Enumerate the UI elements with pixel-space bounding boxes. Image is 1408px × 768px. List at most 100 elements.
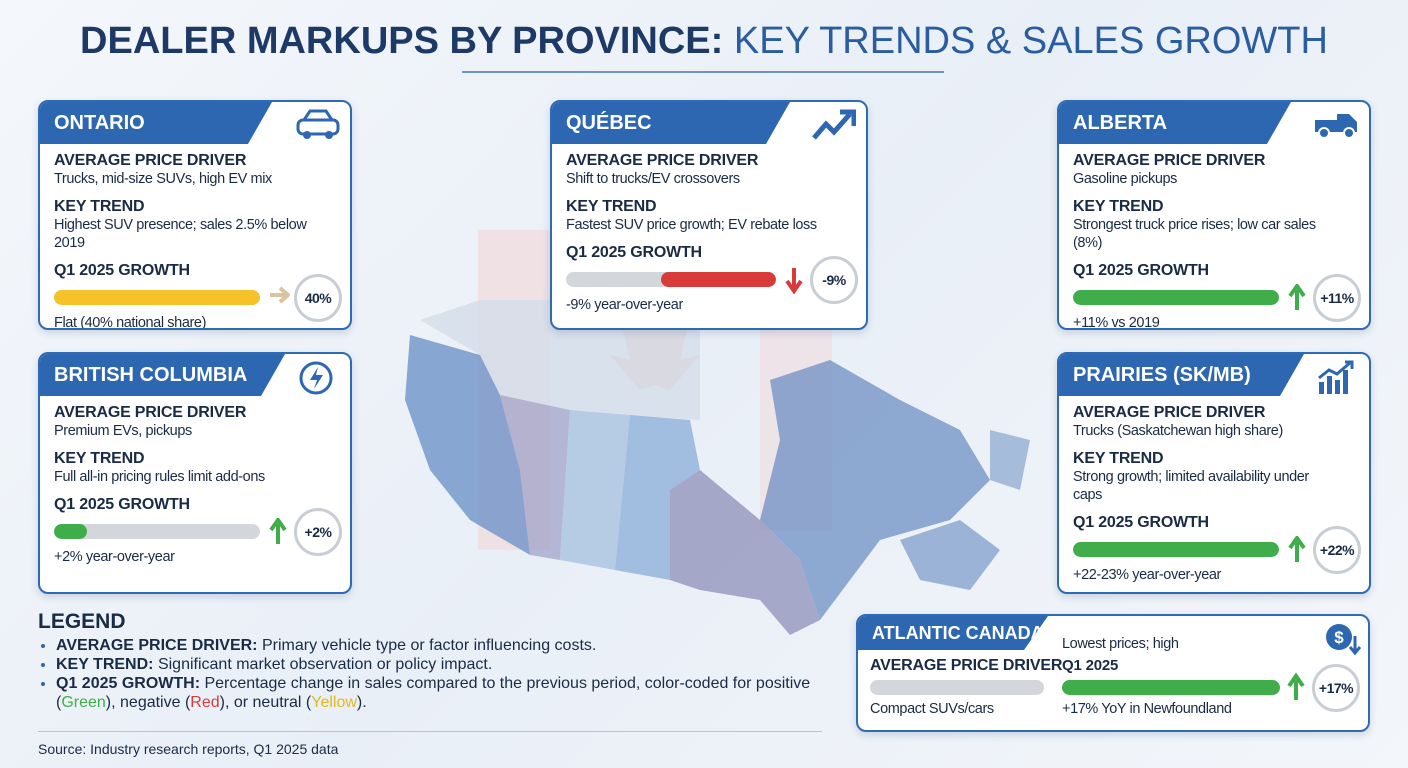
legend: LEGEND AVERAGE PRICE DRIVER: Primary veh… [38,610,838,712]
label: AVERAGE PRICE DRIVER [54,404,247,421]
arrow [1288,284,1306,310]
title-rule [462,71,944,73]
label: KEY TREND [566,198,657,215]
legend-title: LEGEND [38,610,126,633]
label: KEY TREND [1073,198,1164,215]
label: AVERAGE PRICE DRIVER [54,152,247,169]
province-card: PRAIRIES (SK/MB) AVERAGE PRICE DRIVER Truc… [1057,352,1371,594]
text: Shift to trucks/EV crossovers [566,171,740,187]
bc [405,335,530,555]
label: AVERAGE PRICE DRIVER [1073,404,1266,421]
legend-part: Primary vehicle type or factor influenci… [261,637,597,654]
card-title: QUÉBEC [552,102,790,144]
legend-item: AVERAGE PRICE DRIVER: Primary vehicle ty… [56,636,838,655]
label: Q1 2025 GROWTH [566,244,702,261]
legend-part: ). [356,694,367,711]
bar [54,524,87,539]
card-body: AVERAGE PRICE DRIVER Trucks (Saskatchewan… [1073,404,1361,584]
province-card: QUÉBEC AVERAGE PRICE DRIVER Shift to truck… [550,100,868,330]
legend-part: ), or neutral ( [219,694,312,711]
label: KEY TREND [1073,450,1164,467]
saskatchewan [560,410,630,570]
title-main: DEALER MARKUPS BY PROVINCE: [80,20,724,62]
text: Lowest prices; high [1062,636,1179,652]
text: Flat (40% national share) [54,315,206,330]
up-arrow [1287,672,1305,700]
dollar-icon: $ [1326,624,1362,656]
bar [1062,680,1280,695]
legend-term: KEY TREND: [56,656,154,673]
bar [660,272,776,287]
card-icon [299,361,333,395]
text: Strongest truck price rises; low car sal… [1073,217,1316,251]
card-body: AVERAGE PRICE DRIVER Shift to trucks/EV c… [566,152,858,314]
territories [420,300,700,420]
bar-track [1073,290,1279,305]
growth-row: +11% [1073,274,1361,322]
bar-track [54,290,260,305]
legend-part: Percentage change in sales compared to t… [56,675,811,711]
text: +17% YoY in Newfoundland [1062,701,1232,717]
card-title: ALBERTA [1059,102,1291,144]
label: Q1 2025 GROWTH [1073,514,1209,531]
province-card: ONTARIO AVERAGE PRICE DRIVER Trucks, mid-s… [38,100,352,330]
bar-track [566,272,776,287]
label: Q1 2025 [1062,657,1119,674]
card-body: AVERAGE PRICE DRIVER Gasoline pickups KEY … [1073,152,1361,330]
label: KEY TREND [54,198,145,215]
bar-track [54,524,260,539]
growth-row: +2% [54,508,342,556]
arrow [269,518,287,544]
province-card: ALBERTA AVERAGE PRICE DRIVER Gasoline pick… [1057,100,1371,330]
label: AVERAGE PRICE DRIVER [566,152,759,169]
legend-term: AVERAGE PRICE DRIVER: [56,637,258,654]
card-icon [812,109,856,140]
card-body: AVERAGE PRICE DRIVER Trucks, mid-size SUV… [54,152,342,330]
growth-row: -9% [566,256,858,304]
arrow [785,268,803,294]
source: Source: Industry research reports, Q1 20… [38,741,339,757]
badge: +2% [294,508,342,556]
alberta [500,395,570,560]
badge: -9% [810,256,858,304]
legend-text: KEY TREND: Significant market observatio… [56,656,492,673]
legend-part: ), negative ( [105,694,191,711]
rule [38,731,822,732]
badge: +11% [1313,274,1361,322]
badge: 40% [294,274,342,322]
text: Highest SUV presence; sales 2.5% below 2… [54,217,307,251]
title: DEALER MARKUPS BY PROVINCE: KEY TRENDS &… [0,20,1408,63]
quebec [760,360,990,620]
label: KEY TREND [54,450,145,467]
legend-list: AVERAGE PRICE DRIVER: Primary vehicle ty… [38,636,838,712]
card-title: BRITISH COLUMBIA [40,354,285,396]
province-card: BRITISH COLUMBIA AVERAGE PRICE DRIVER Prem… [38,352,352,594]
legend-text: AVERAGE PRICE DRIVER: Primary vehicle ty… [56,637,596,654]
text: +2% year-over-year [54,549,175,565]
bar-track [1073,542,1279,557]
text: +11% vs 2019 [1073,315,1160,330]
card-icon [1315,114,1357,139]
bar [1073,290,1279,305]
legend-part: Yellow [311,694,357,711]
maritimes [900,520,1000,590]
growth-row: 40% [54,274,342,322]
legend-part: Significant market observation or policy… [157,656,493,673]
legend-term: Q1 2025 GROWTH: [56,675,201,692]
text: Premium EVs, pickups [54,423,192,439]
card-title: ATLANTIC CANADA [858,616,1048,650]
label: AVERAGE PRICE DRIVER [1073,152,1266,169]
text: Gasoline pickups [1073,171,1178,187]
label: AVERAGE PRICE DRIVER [870,657,1063,674]
legend-item: KEY TREND: Significant market observatio… [56,655,838,674]
text: Trucks, mid-size SUVs, high EV mix [54,171,272,187]
legend-text: Q1 2025 GROWTH: Percentage change in sal… [56,675,810,711]
text: Full all-in pricing rules limit add-ons [54,469,265,485]
label: Q1 2025 GROWTH [54,496,190,513]
legend-part: Green [61,694,106,711]
bar [54,290,260,305]
newfoundland [990,430,1030,490]
card-icon [1318,360,1354,394]
legend-part: Red [190,694,220,711]
label: Q1 2025 GROWTH [54,262,190,279]
